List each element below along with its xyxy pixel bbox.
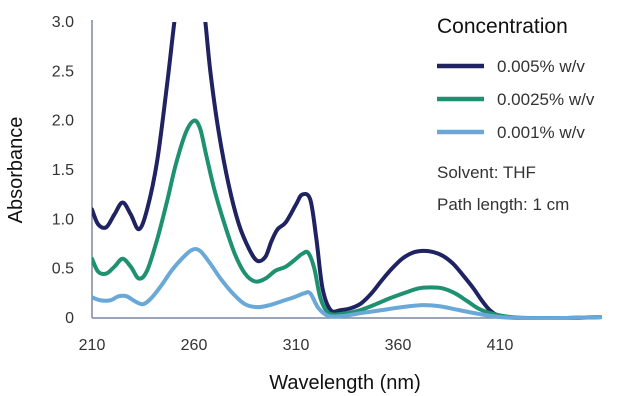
tick-labels: 0 0.5 1.0 1.5 2.0 2.5 3.0 210 260 310 360 410	[52, 14, 514, 354]
y-tick-label: 0	[65, 310, 74, 327]
legend-label: 0.001% w/v	[497, 123, 585, 142]
x-tick-label: 360	[385, 337, 412, 354]
y-tick-label: 1.0	[52, 211, 74, 228]
x-tick-label: 410	[487, 337, 514, 354]
annotation-path-length: Path length: 1 cm	[437, 195, 569, 214]
y-tick-label: 2.5	[52, 63, 74, 80]
y-tick-label: 3.0	[52, 14, 74, 31]
y-tick-label: 1.5	[52, 162, 74, 179]
y-tick-label: 2.0	[52, 113, 74, 130]
legend-label: 0.0025% w/v	[497, 90, 595, 109]
annotation-solvent: Solvent: THF	[437, 163, 536, 182]
series-line-2	[92, 118, 602, 320]
x-tick-label: 260	[181, 337, 208, 354]
series-line-1	[92, 22, 602, 320]
legend-items: 0.005% w/v 0.0025% w/v 0.001% w/v	[437, 57, 595, 142]
x-tick-label: 310	[283, 337, 310, 354]
y-axis-title: Absorbance	[5, 117, 27, 224]
legend: Concentration 0.005% w/v 0.0025% w/v 0.001…	[437, 15, 595, 142]
plot-area	[92, 22, 602, 320]
x-axis-title: Wavelength (nm)	[269, 372, 421, 394]
x-tick-label: 210	[79, 337, 106, 354]
series-line-3	[92, 247, 602, 320]
legend-label: 0.005% w/v	[497, 57, 585, 76]
legend-title: Concentration	[437, 15, 568, 38]
y-tick-label: 0.5	[52, 261, 74, 278]
